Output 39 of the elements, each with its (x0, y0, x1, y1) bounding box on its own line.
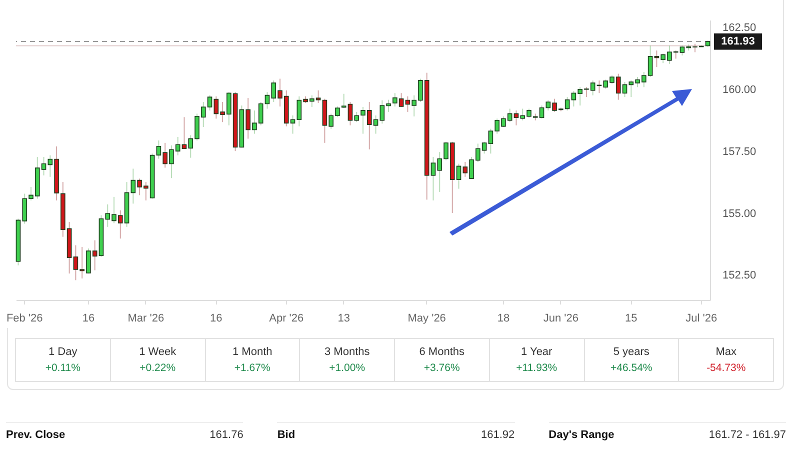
text: 161.76 (210, 429, 244, 441)
text: +0.11% (44, 362, 82, 374)
text: 1 Week (138, 346, 178, 358)
text: +1.00% (328, 362, 366, 374)
text: 161.92 (481, 429, 515, 441)
x-tick-label: Apr '26 (269, 312, 304, 324)
text: +1.67% (233, 362, 272, 374)
x-tick-label: 16 (82, 312, 95, 324)
text: 1 Day (48, 346, 78, 358)
text: Prev. Close (6, 429, 66, 441)
y-tick-label: 157.50 (722, 146, 756, 158)
text: 3 Months (324, 346, 371, 358)
ref-line-label: 161.93 (721, 36, 755, 48)
x-tick-label: 16 (210, 312, 222, 324)
text: 6 Months (418, 346, 466, 358)
x-tick-label: Jul '26 (686, 312, 718, 324)
x-tick-label: Jun '26 (543, 312, 578, 324)
text: 5 years (612, 346, 650, 358)
text: Day's Range (548, 429, 614, 441)
y-tick-label: 160.00 (722, 84, 756, 96)
y-tick-label: 155.00 (722, 208, 756, 220)
text: Bid (277, 429, 296, 441)
x-tick-label: Feb '26 (6, 312, 43, 324)
text: -54.73% (706, 362, 747, 374)
x-tick-label: 15 (625, 312, 638, 324)
text: 161.72 - 161.97 (708, 429, 786, 441)
text: +11.93% (515, 362, 558, 374)
x-tick-label: 13 (338, 312, 350, 324)
text: 1 Month (232, 346, 274, 358)
text: 1 Year (520, 346, 554, 358)
y-tick-label: 152.50 (722, 270, 756, 282)
x-tick-label: May '26 (408, 312, 446, 324)
text: +46.54% (610, 362, 654, 374)
text: +0.22% (138, 362, 177, 374)
text: +3.76% (422, 362, 461, 374)
text: Max (714, 346, 738, 358)
x-tick-label: Mar '26 (128, 312, 164, 324)
y-tick-label: 162.50 (722, 22, 756, 34)
x-tick-label: 18 (497, 312, 510, 324)
